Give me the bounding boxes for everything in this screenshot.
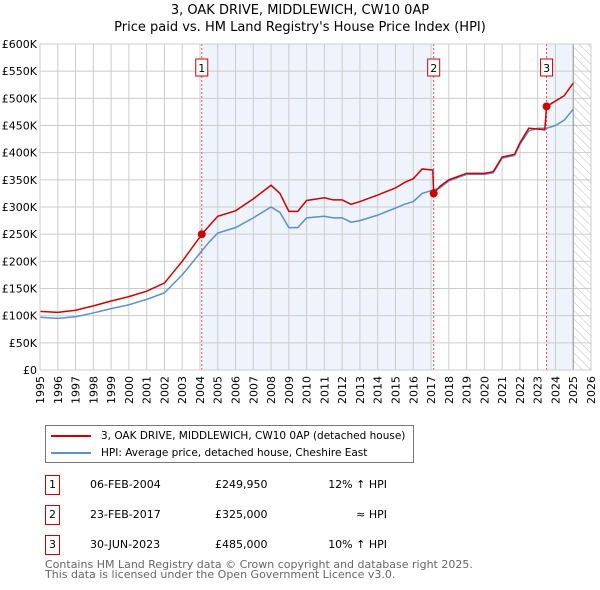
x-tick-label: 1995: [34, 376, 47, 404]
sale-price: £325,000: [215, 508, 268, 521]
series-line-hpi: [39, 108, 574, 320]
x-tick-label: 2008: [265, 376, 278, 404]
x-tick-label: 2015: [389, 376, 402, 404]
chart-subtitle: Price paid vs. HM Land Registry's House …: [114, 20, 486, 35]
footer-licence: This data is licensed under the Open Gov…: [45, 568, 396, 581]
x-tick-label: 2000: [123, 376, 136, 404]
x-tick-label: 2019: [461, 376, 474, 404]
x-tick-label: 2021: [496, 376, 509, 404]
y-tick-label: £500K: [2, 92, 38, 105]
legend-label-hpi: HPI: Average price, detached house, Ches…: [101, 447, 368, 459]
x-tick-label: 2022: [514, 376, 527, 404]
sale-price: £485,000: [215, 538, 268, 551]
x-tick-label: 1998: [87, 376, 100, 404]
y-tick-label: £300K: [2, 201, 38, 214]
y-tick-label: £50K: [9, 337, 38, 350]
x-tick-label: 2014: [372, 376, 385, 404]
x-tick-label: 2007: [247, 376, 260, 404]
y-tick-label: £100K: [2, 310, 38, 323]
sale-label: 1: [198, 62, 205, 75]
x-tick-label: 2011: [318, 376, 331, 404]
sale-label-box: [195, 58, 209, 77]
sale-price: £249,950: [215, 478, 268, 491]
x-tick-label: 2020: [478, 376, 491, 404]
sale-label: 2: [430, 62, 437, 75]
x-tick-label: 2001: [141, 376, 154, 404]
x-tick-label: 2010: [301, 376, 314, 404]
sale-label-box: [540, 58, 554, 77]
y-tick-label: £400K: [2, 147, 38, 160]
y-tick-label: £550K: [2, 65, 38, 78]
plot-frame: [39, 43, 592, 371]
y-tick-label: £350K: [2, 174, 38, 187]
y-tick-label: £0: [23, 364, 37, 377]
y-tick-label: £450K: [2, 120, 38, 133]
x-tick-label: 1997: [70, 376, 83, 404]
sale-hpi-compare: 12% ↑ HPI: [328, 478, 387, 491]
legend-item-hpi: HPI: Average price, detached house, Ches…: [51, 445, 367, 461]
sale-point: [542, 102, 551, 111]
x-tick-label: 1996: [52, 376, 65, 404]
legend-swatch-hpi: [51, 452, 91, 454]
sale-point: [429, 189, 438, 198]
footer-copyright: Contains HM Land Registry data © Crown c…: [45, 558, 473, 571]
sale-label: 3: [543, 62, 550, 75]
sale-badge: 1: [45, 475, 60, 495]
sale-label-box: [427, 58, 441, 77]
legend-item-property: 3, OAK DRIVE, MIDDLEWICH, CW10 0AP (deta…: [51, 428, 405, 444]
legend-swatch-property: [51, 435, 91, 437]
x-tick-label: 2009: [283, 376, 296, 404]
x-tick-label: 2004: [194, 376, 207, 404]
y-tick-label: £600K: [2, 38, 38, 51]
legend-label-property: 3, OAK DRIVE, MIDDLEWICH, CW10 0AP (deta…: [101, 430, 406, 442]
x-tick-label: 2012: [336, 376, 349, 404]
x-tick-label: 2017: [425, 376, 438, 404]
x-tick-label: 2016: [407, 376, 420, 404]
x-tick-label: 2006: [230, 376, 243, 404]
sale-row: 3 30-JUN-2023 £485,000 10% ↑ HPI: [45, 535, 445, 555]
legend: 3, OAK DRIVE, MIDDLEWICH, CW10 0AP (deta…: [45, 425, 414, 463]
footer: Contains HM Land Registry data © Crown c…: [45, 558, 473, 581]
sale-date: 23-FEB-2017: [90, 508, 161, 521]
chart-title: 3, OAK DRIVE, MIDDLEWICH, CW10 0AP: [170, 3, 430, 18]
sale-row: 2 23-FEB-2017 £325,000 ≈ HPI: [45, 505, 445, 525]
sale-badge: 3: [45, 535, 60, 555]
sale-date: 30-JUN-2023: [90, 538, 161, 551]
sale-hpi-compare: ≈ HPI: [356, 508, 387, 521]
x-tick-label: 2013: [354, 376, 367, 404]
sale-date: 06-FEB-2004: [90, 478, 161, 491]
x-tick-label: 2026: [585, 376, 598, 404]
x-tick-label: 2024: [549, 376, 562, 404]
x-tick-label: 2018: [443, 376, 456, 404]
x-tick-label: 2005: [212, 376, 225, 404]
sale-point: [197, 230, 206, 239]
x-tick-label: 1999: [105, 376, 118, 404]
y-tick-label: £200K: [2, 255, 38, 268]
x-tick-label: 2002: [158, 376, 171, 404]
x-tick-label: 2023: [532, 376, 545, 404]
sale-row: 1 06-FEB-2004 £249,950 12% ↑ HPI: [45, 475, 445, 495]
x-tick-label: 2025: [567, 376, 580, 404]
y-tick-label: £150K: [2, 283, 38, 296]
x-tick-label: 2003: [176, 376, 189, 404]
price-chart: 1995 1996 1997 1998 1999 2000 2001 2002 2003 2004…: [2, 38, 598, 404]
y-tick-label: £250K: [2, 228, 38, 241]
sale-hpi-compare: 10% ↑ HPI: [328, 538, 387, 551]
sale-badge: 2: [45, 505, 60, 525]
series-line-property: [39, 82, 574, 314]
